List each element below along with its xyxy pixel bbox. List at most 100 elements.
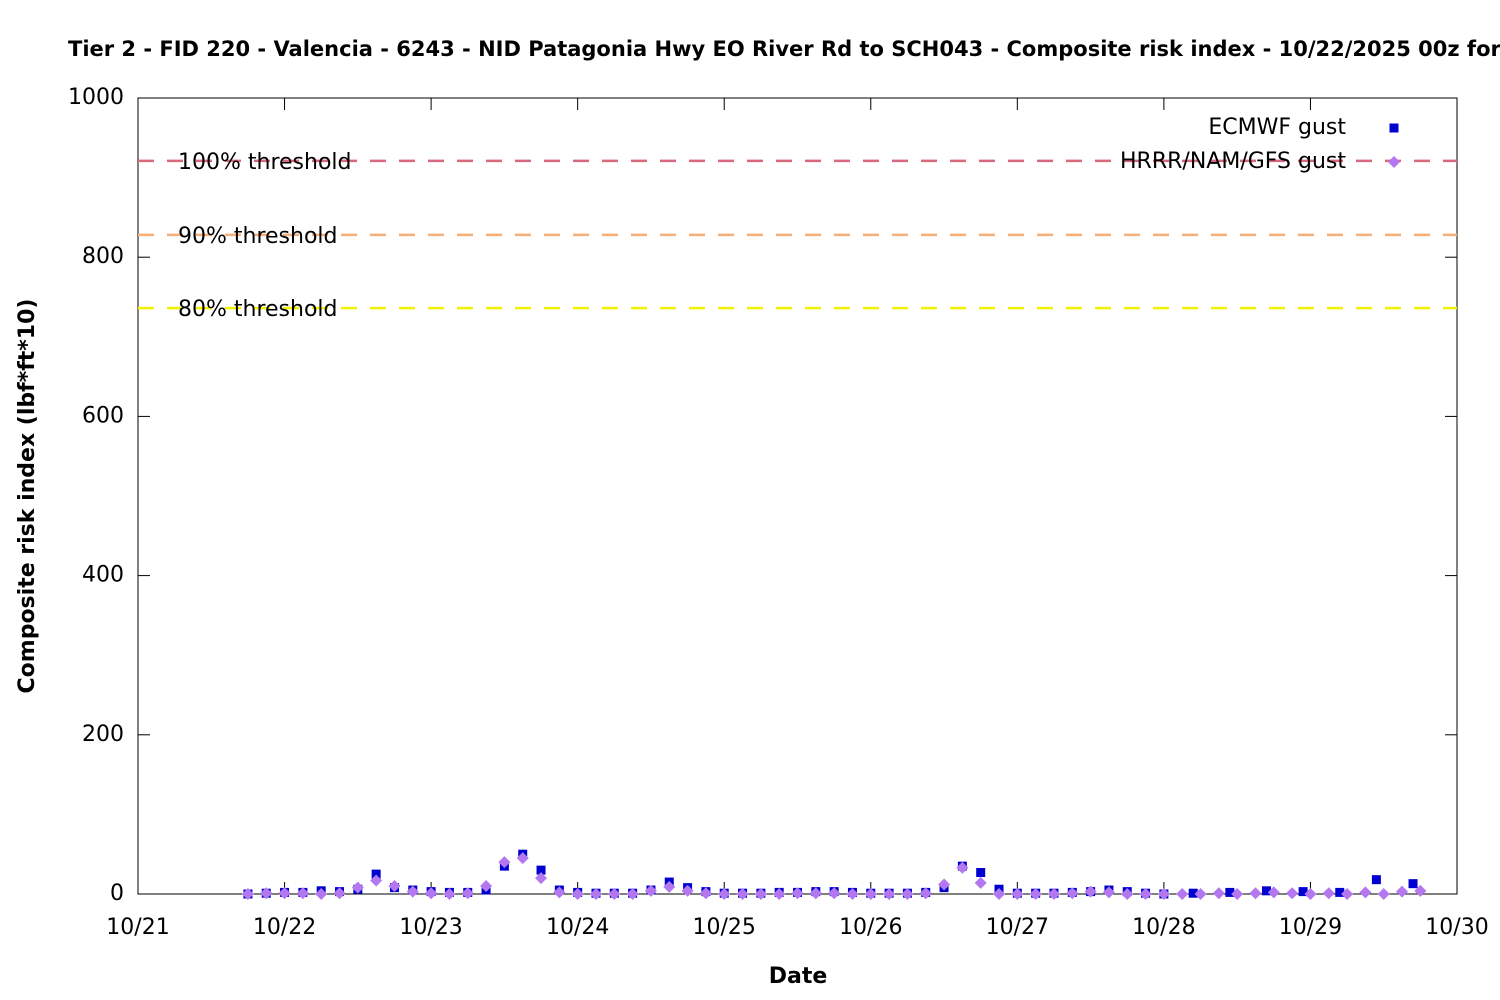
x-tick-label: 10/21 (106, 915, 169, 940)
point (883, 888, 896, 900)
point (1322, 887, 1335, 900)
point (443, 888, 456, 900)
x-tick-label: 10/22 (253, 915, 316, 940)
x-axis-label: Date (769, 964, 828, 989)
point (333, 887, 346, 900)
point (260, 887, 273, 900)
point (864, 888, 877, 900)
legend-label: HRRR/NAM/GFS gust (1120, 149, 1346, 174)
point (1225, 887, 1235, 897)
point (1212, 887, 1225, 900)
point (1157, 888, 1170, 900)
point (993, 888, 1006, 900)
x-tick-label: 10/27 (986, 915, 1049, 940)
x-tick-label: 10/28 (1132, 915, 1195, 940)
point (370, 874, 383, 887)
y-tick-label: 0 (110, 881, 124, 906)
point (1304, 888, 1317, 900)
point (1286, 887, 1299, 900)
point (809, 887, 822, 900)
x-tick-label: 10/24 (546, 915, 609, 940)
point (773, 888, 786, 900)
point (1341, 888, 1354, 900)
point (241, 888, 254, 900)
point (461, 887, 474, 900)
point (974, 876, 987, 889)
point (278, 887, 291, 900)
chart-title: Tier 2 - FID 220 - Valencia - 6243 - NID… (68, 37, 1500, 61)
point (516, 852, 529, 865)
point (406, 885, 419, 898)
point (480, 880, 493, 893)
x-tick-label: 10/29 (1279, 915, 1342, 940)
threshold-label: 100% threshold (178, 150, 352, 175)
legend-label: ECMWF gust (1208, 115, 1346, 140)
point (1298, 887, 1308, 897)
point (315, 888, 328, 900)
point (1084, 885, 1097, 898)
point (956, 861, 969, 874)
point (1359, 886, 1372, 899)
point (1102, 886, 1115, 899)
point (626, 888, 639, 900)
point (1047, 888, 1060, 900)
point (1261, 886, 1271, 896)
x-tick-label: 10/25 (693, 915, 756, 940)
point (388, 880, 401, 893)
legend-marker (1388, 156, 1400, 168)
x-tick-label: 10/26 (839, 915, 902, 940)
point (718, 888, 731, 900)
point (919, 887, 932, 900)
y-axis-label: Composite risk index (lbf*ft*10) (15, 299, 40, 694)
point (536, 865, 546, 875)
point (976, 868, 986, 878)
point (553, 886, 566, 899)
point (1121, 888, 1134, 900)
point (296, 887, 309, 900)
point (371, 869, 381, 879)
point (589, 888, 602, 900)
x-tick-label: 10/30 (1425, 915, 1488, 940)
point (1414, 884, 1427, 897)
point (681, 884, 694, 897)
point (1249, 887, 1262, 900)
point (1371, 875, 1381, 885)
threshold-label: 80% threshold (178, 297, 338, 322)
point (846, 888, 859, 900)
legend-marker (1389, 123, 1399, 133)
point (828, 887, 841, 900)
point (754, 888, 767, 900)
point (663, 880, 676, 893)
y-tick-label: 400 (82, 563, 124, 588)
y-tick-label: 1000 (68, 85, 124, 110)
point (1408, 879, 1418, 889)
threshold-label: 90% threshold (178, 224, 338, 249)
point (1194, 888, 1207, 900)
point (938, 878, 951, 891)
point (1231, 888, 1244, 900)
y-tick-label: 600 (82, 403, 124, 428)
point (1188, 888, 1198, 898)
point (1396, 885, 1409, 898)
point (1377, 888, 1390, 900)
point (351, 881, 364, 894)
y-tick-label: 200 (82, 722, 124, 747)
point (1267, 886, 1280, 899)
point (1029, 888, 1042, 900)
point (1335, 887, 1345, 897)
point (1011, 888, 1024, 900)
point (1139, 888, 1152, 900)
point (699, 887, 712, 900)
point (571, 888, 584, 900)
point (535, 872, 548, 885)
point (498, 856, 511, 869)
y-tick-label: 800 (82, 244, 124, 269)
point (425, 887, 438, 900)
point (736, 888, 749, 900)
point (1066, 887, 1079, 900)
point (901, 888, 914, 900)
point (644, 884, 657, 897)
point (608, 888, 621, 900)
